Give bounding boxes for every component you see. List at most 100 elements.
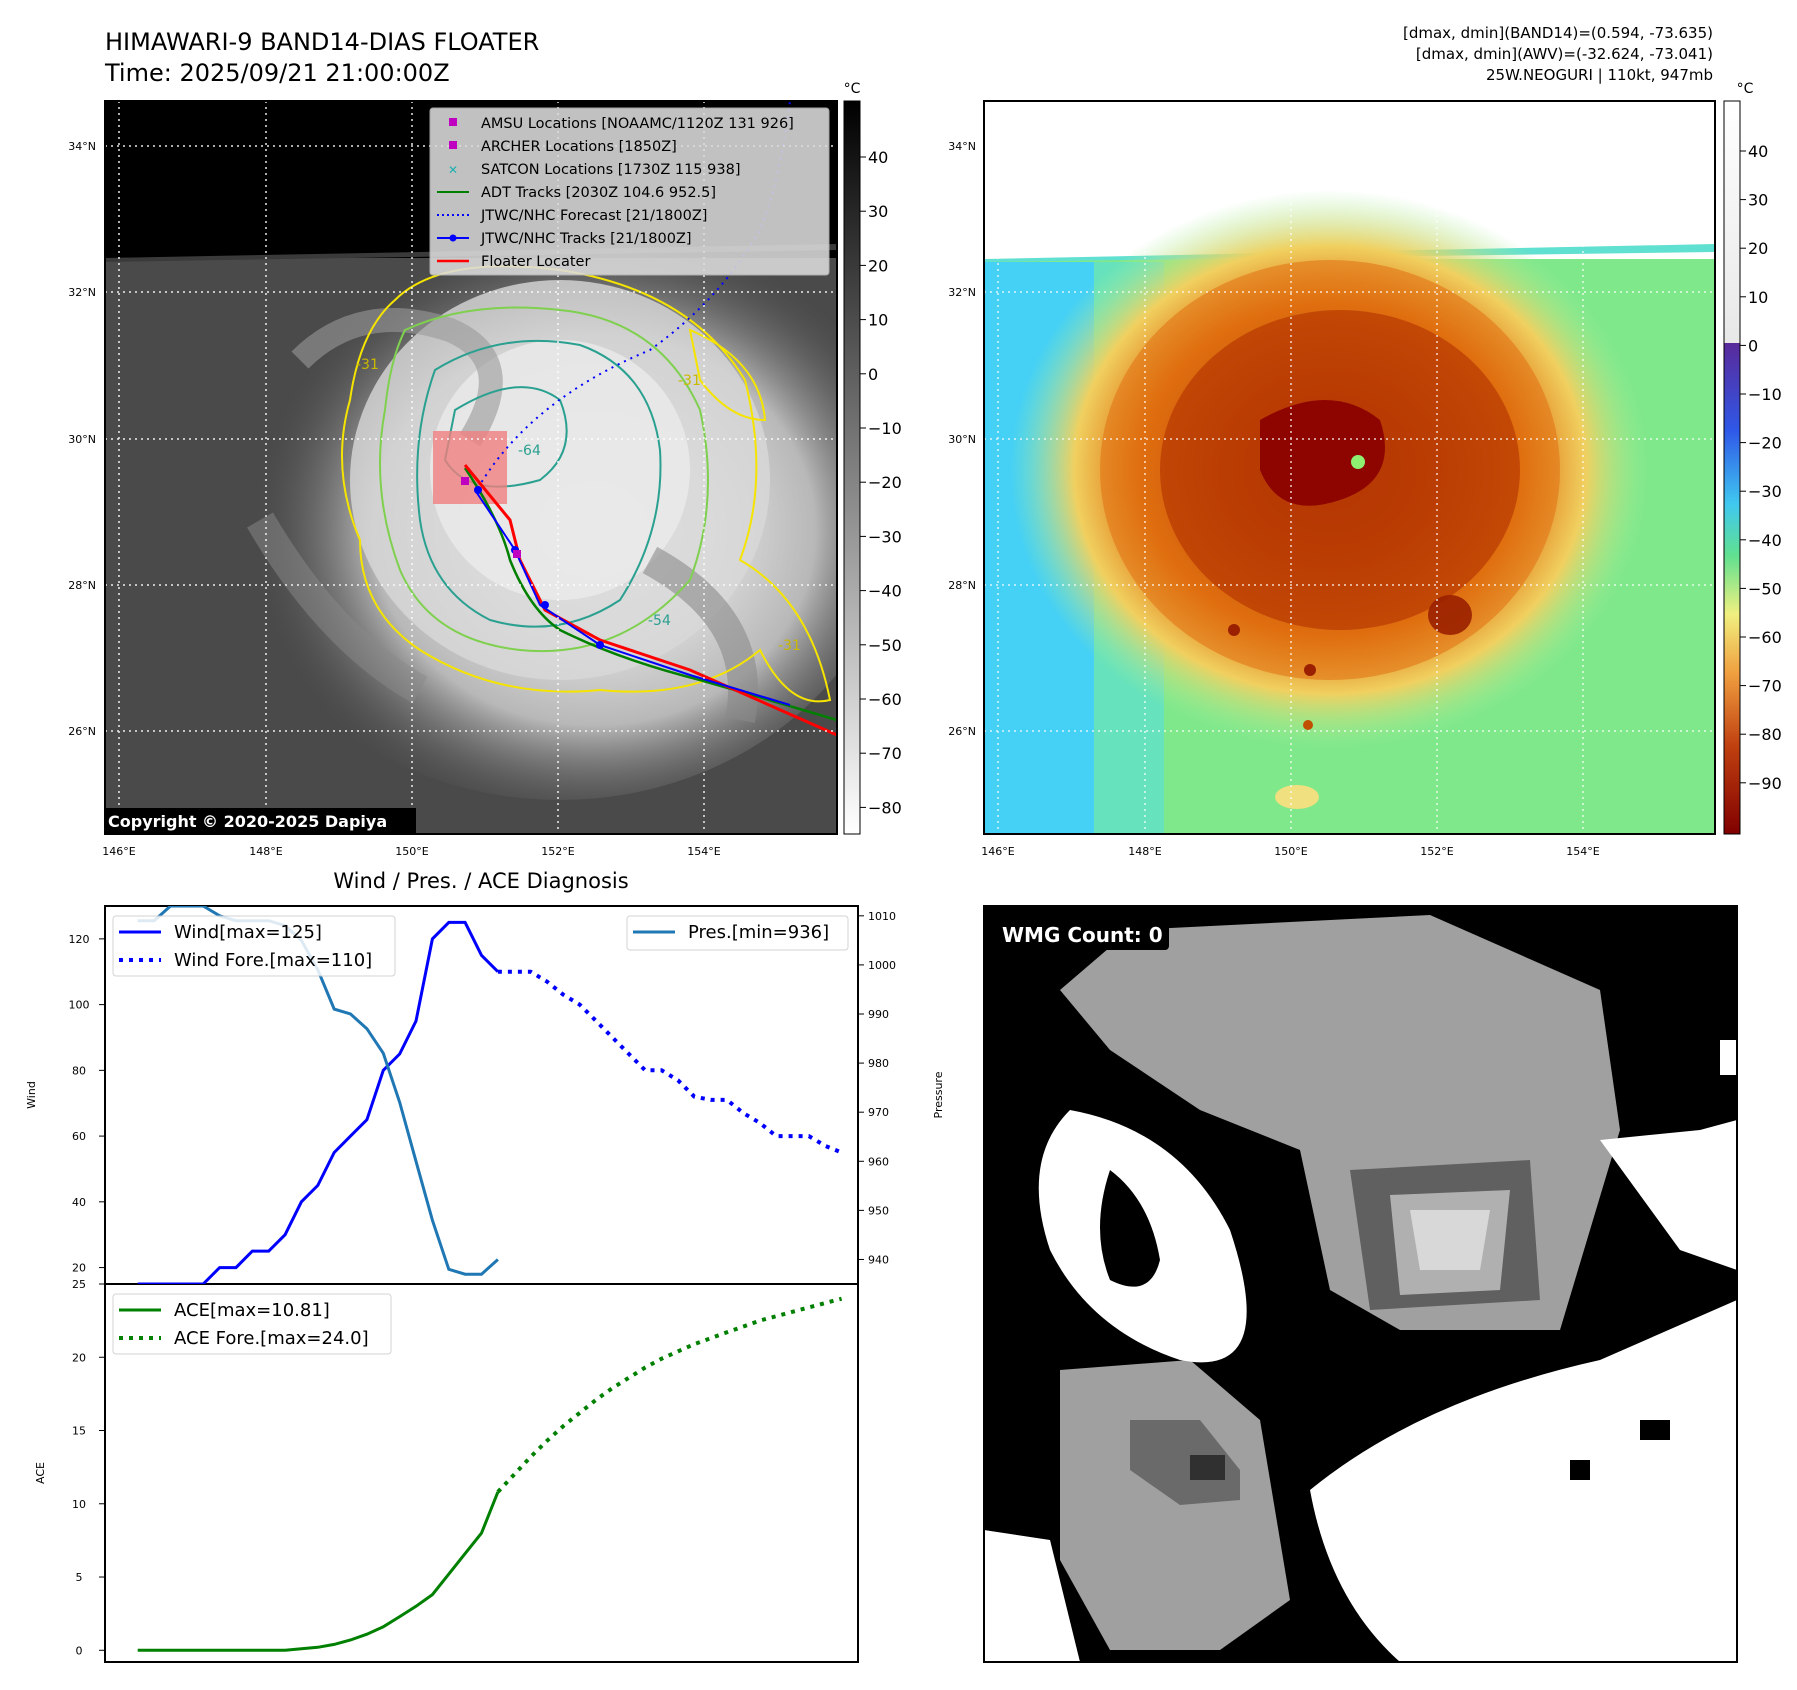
contour-label: -31 (356, 357, 379, 373)
track-point (596, 641, 604, 649)
colorbar-tick-label: 0 (1748, 336, 1758, 355)
colorbar-tick-label: −20 (868, 473, 902, 492)
ace-series (137, 1296, 843, 1652)
colorbar-tick-label: −40 (868, 582, 902, 601)
colorbar-tick-label: −80 (868, 798, 902, 817)
ace-forecast-line (496, 1296, 843, 1494)
contour-label: -31 (678, 373, 701, 389)
contour-label: -64 (518, 443, 541, 459)
colorbar-tick-label: 20 (868, 256, 888, 275)
pressure-legend: Pres.[min=936] (626, 915, 849, 951)
contour-label: -54 (648, 613, 671, 629)
wind-ticks: 20 40 60 80 100 120 (69, 933, 105, 1275)
pressure-ylabel: Pressure (932, 1071, 945, 1118)
colorbar-tick-label: −30 (1748, 482, 1782, 501)
wind-tick-label: 120 (69, 933, 90, 946)
jtwc-track (474, 489, 791, 706)
colorbar-tick-label: −40 (1748, 531, 1782, 550)
legend-label: Wind[max=125] (174, 922, 322, 943)
lat-label: 32°N (948, 286, 976, 299)
lat-label: 30°N (68, 433, 96, 446)
info-line-2: [dmax, dmin](AWV)=(-32.624, -73.041) (1416, 45, 1713, 63)
ace-legend: ACE[max=10.81] ACE Fore.[max=24.0] (112, 1293, 392, 1355)
pressure-tick-label: 970 (868, 1106, 889, 1119)
legend-label: Floater Locater (481, 254, 590, 270)
ir-colorbar-ticks: 40 30 20 10 0 −10 −20 −30 −40 −50 −60 −70 −80 (860, 148, 902, 817)
info-line-1: [dmax, dmin](BAND14)=(0.594, -73.635) (1403, 24, 1713, 42)
ace-tick-label: 20 (72, 1351, 86, 1364)
legend-label: Wind Fore.[max=110] (174, 950, 372, 971)
legend-marker (449, 234, 457, 242)
amsu-marker (513, 550, 521, 558)
diag-title: Wind / Pres. / ACE Diagnosis (333, 869, 628, 893)
ace-tick-label: 25 (72, 1278, 86, 1291)
legend-label: Pres.[min=936] (688, 922, 829, 943)
track-point (541, 601, 549, 609)
colorbar-tick-label: −70 (868, 744, 902, 763)
wind-tick-label: 80 (72, 1064, 86, 1077)
colorbar-tick-label: 40 (1748, 142, 1768, 161)
lat-label: 28°N (68, 579, 96, 592)
legend-label: JTWC/NHC Tracks [21/1800Z] (480, 231, 692, 247)
colorbar-tick-label: 40 (868, 148, 888, 167)
figure-title: HIMAWARI-9 BAND14-DIAS FLOATER (105, 28, 539, 56)
awv-grid (984, 101, 1715, 834)
copyright: Copyright © 2020-2025 Dapiya (108, 812, 387, 831)
wmg-count: WMG Count: 0 (1002, 923, 1163, 947)
ir-lat-labels: 34°N 32°N 30°N 28°N 26°N (68, 140, 96, 738)
awv-colorbar-unit: °C (1737, 81, 1754, 97)
legend-label: ACE Fore.[max=24.0] (174, 1328, 369, 1349)
legend-marker (449, 141, 457, 149)
legend-marker (449, 118, 457, 126)
ir-legend: AMSU Locations [NOAAMC/1120Z 131 926] AR… (429, 107, 830, 276)
wind-tick-label: 100 (69, 999, 90, 1012)
colorbar-tick-label: 30 (868, 202, 888, 221)
ace-tick-label: 10 (72, 1498, 86, 1511)
ir-lon-labels: 146°E 148°E 150°E 152°E 154°E (102, 845, 720, 858)
pressure-tick-label: 980 (868, 1057, 889, 1070)
pressure-tick-label: 950 (868, 1204, 889, 1217)
lon-label: 148°E (249, 845, 282, 858)
lon-label: 154°E (1566, 845, 1599, 858)
colorbar-tick-label: 10 (1748, 288, 1768, 307)
pressure-ticks: 940 950 960 970 980 990 1000 1010 (858, 910, 896, 1266)
floater-track (463, 464, 837, 737)
lat-label: 28°N (948, 579, 976, 592)
wind-tick-label: 20 (72, 1262, 86, 1275)
colorbar-tick-label: −20 (1748, 434, 1782, 453)
ace-tick-label: 0 (76, 1644, 83, 1657)
lat-label: 34°N (68, 140, 96, 153)
ace-line (137, 1491, 500, 1652)
wind-tick-label: 40 (72, 1196, 86, 1209)
pressure-tick-label: 960 (868, 1155, 889, 1168)
contour-label: -31 (778, 638, 801, 654)
lat-label: 32°N (68, 286, 96, 299)
pressure-tick-label: 1010 (868, 910, 896, 923)
colorbar-tick-label: 30 (1748, 191, 1768, 210)
colorbar-tick-label: −80 (1748, 725, 1782, 744)
ace-tick-label: 15 (72, 1425, 86, 1438)
ace-tick-label: 5 (76, 1571, 83, 1584)
figure-time: Time: 2025/09/21 21:00:00Z (104, 59, 450, 87)
floater-box (433, 431, 507, 504)
lon-label: 150°E (1274, 845, 1307, 858)
lon-label: 152°E (541, 845, 574, 858)
lon-label: 154°E (687, 845, 720, 858)
pressure-tick-label: 940 (868, 1253, 889, 1266)
lat-label: 26°N (948, 725, 976, 738)
ir-colorbar-unit: °C (844, 81, 861, 97)
lon-label: 146°E (981, 845, 1014, 858)
awv-lon-labels: 146°E 148°E 150°E 152°E 154°E (981, 845, 1599, 858)
colorbar-tick-label: −30 (868, 527, 902, 546)
ace-ticks: 0 5 10 15 20 25 (72, 1278, 105, 1657)
ir-colorbar (843, 100, 861, 835)
lon-label: 146°E (102, 845, 135, 858)
colorbar-tick-label: −60 (868, 690, 902, 709)
colorbar-tick-label: −10 (868, 419, 902, 438)
eye (1351, 455, 1365, 469)
awv-map-panel: 34°N 32°N 30°N 28°N 26°N 146°E 148°E 150… (948, 81, 1782, 858)
info-line-3: 25W.NEOGURI | 110kt, 947mb (1486, 66, 1713, 84)
colorbar-tick-label: −70 (1748, 677, 1782, 696)
colorbar-tick-label: −10 (1748, 385, 1782, 404)
